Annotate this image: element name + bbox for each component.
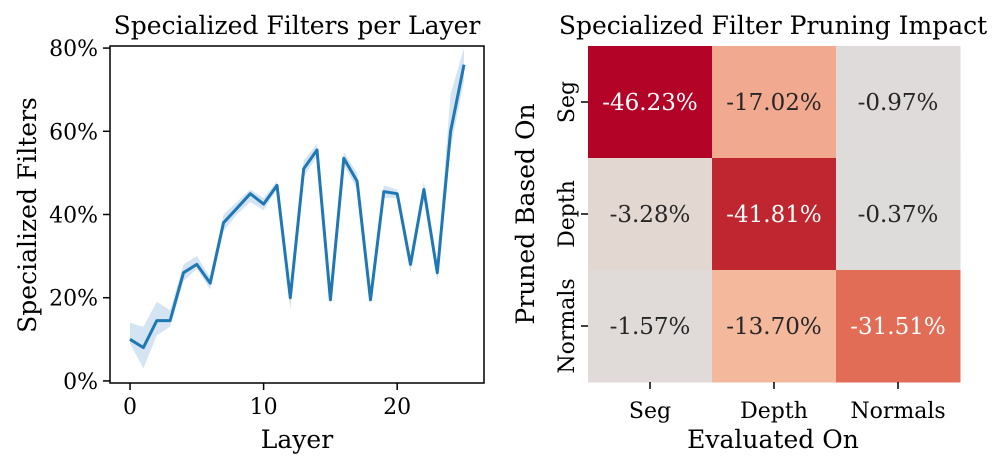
- x-tick-label: 0: [123, 395, 137, 420]
- x-tick-label: 20: [383, 395, 411, 420]
- data-point-layer-3: [168, 319, 172, 323]
- data-point-layer-11: [275, 183, 279, 187]
- line-chart-panel: Specialized Filters per Layer 0 10 20 0% 20…: [13, 11, 485, 454]
- heatmap-y-tick-label: Normals: [555, 278, 580, 373]
- heatmap-cell-label: -17.02%: [726, 90, 821, 116]
- y-tick-label: 20%: [49, 287, 98, 312]
- heatmap-cell-label: -31.51%: [850, 314, 945, 340]
- heatmap-cell-label: -3.28%: [610, 202, 691, 228]
- heatmap-cell-normals-depth: [712, 270, 837, 383]
- heatmap-cell-depth-normals: [836, 158, 961, 271]
- data-point-layer-18: [368, 298, 372, 302]
- series-line: [129, 64, 466, 350]
- heatmap-x-tick-label: Depth: [740, 399, 808, 424]
- data-point-layer-19: [382, 190, 386, 194]
- data-point-layer-15: [328, 298, 332, 302]
- data-point-layer-24: [449, 129, 453, 133]
- data-point-layer-7: [222, 221, 226, 225]
- heatmap-cell-label: -41.81%: [726, 202, 821, 228]
- data-point-layer-0: [128, 337, 132, 341]
- data-point-layer-5: [195, 262, 199, 266]
- data-point-layer-9: [248, 192, 252, 196]
- heatmap-cell-label: -46.23%: [602, 90, 697, 116]
- y-tick-label: 60%: [49, 120, 98, 145]
- heatmap-cell-label: -0.37%: [858, 202, 939, 228]
- data-point-layer-1: [141, 346, 145, 350]
- x-tick-label: 10: [250, 395, 278, 420]
- line-chart-title: Specialized Filters per Layer: [114, 11, 481, 40]
- heatmap-title: Specialized Filter Pruning Impact: [559, 11, 987, 40]
- data-point-layer-2: [155, 319, 159, 323]
- data-point-layer-14: [315, 148, 319, 152]
- data-point-layer-20: [395, 192, 399, 196]
- heatmap-y-axis-label: Pruned Based On: [511, 103, 540, 324]
- data-point-layer-12: [288, 296, 292, 300]
- y-tick-label: 40%: [49, 204, 98, 229]
- line-plot-frame: [109, 45, 485, 384]
- heatmap-y-tick-label: Seg: [555, 81, 580, 123]
- y-tick-label: 80%: [49, 37, 98, 62]
- data-point-layer-10: [262, 202, 266, 206]
- data-point-layer-16: [342, 156, 346, 160]
- data-point-layer-6: [208, 281, 212, 285]
- data-point-layer-21: [409, 262, 413, 266]
- heatmap-x-tick-label: Seg: [629, 399, 671, 424]
- heatmap-x-tick-label: Normals: [850, 399, 945, 424]
- confidence-band: [130, 48, 464, 369]
- heatmap-cell-label: -0.97%: [858, 90, 939, 116]
- data-point-layer-4: [181, 271, 185, 275]
- line-y-axis-label: Specialized Filters: [13, 97, 42, 333]
- data-point-layer-17: [355, 179, 359, 183]
- data-point-layer-22: [422, 188, 426, 192]
- heatmap-cell-label: -1.57%: [610, 314, 691, 340]
- heatmap-cell-normals-seg: [588, 270, 713, 383]
- line-x-axis-label: Layer: [261, 425, 333, 454]
- heatmap-cell-seg-seg: [588, 46, 713, 159]
- y-tick-label: 0%: [63, 370, 98, 395]
- data-point-layer-8: [235, 206, 239, 210]
- data-point-layer-13: [302, 167, 306, 171]
- heatmap-cell-seg-normals: [836, 46, 961, 159]
- data-point-layer-25: [462, 63, 466, 67]
- heatmap-cell-depth-depth: [712, 158, 837, 271]
- heatmap-y-tick-label: Depth: [555, 180, 580, 248]
- heatmap-panel: Specialized Filter Pruning Impact -46.23…: [511, 11, 987, 454]
- data-point-layer-23: [435, 271, 439, 275]
- heatmap-cell-normals-normals: [836, 270, 961, 383]
- heatmap-cell-depth-seg: [588, 158, 713, 271]
- heatmap-cell-label: -13.70%: [726, 314, 821, 340]
- heatmap-cell-seg-depth: [712, 46, 837, 159]
- heatmap-x-axis-label: Evaluated On: [687, 425, 859, 454]
